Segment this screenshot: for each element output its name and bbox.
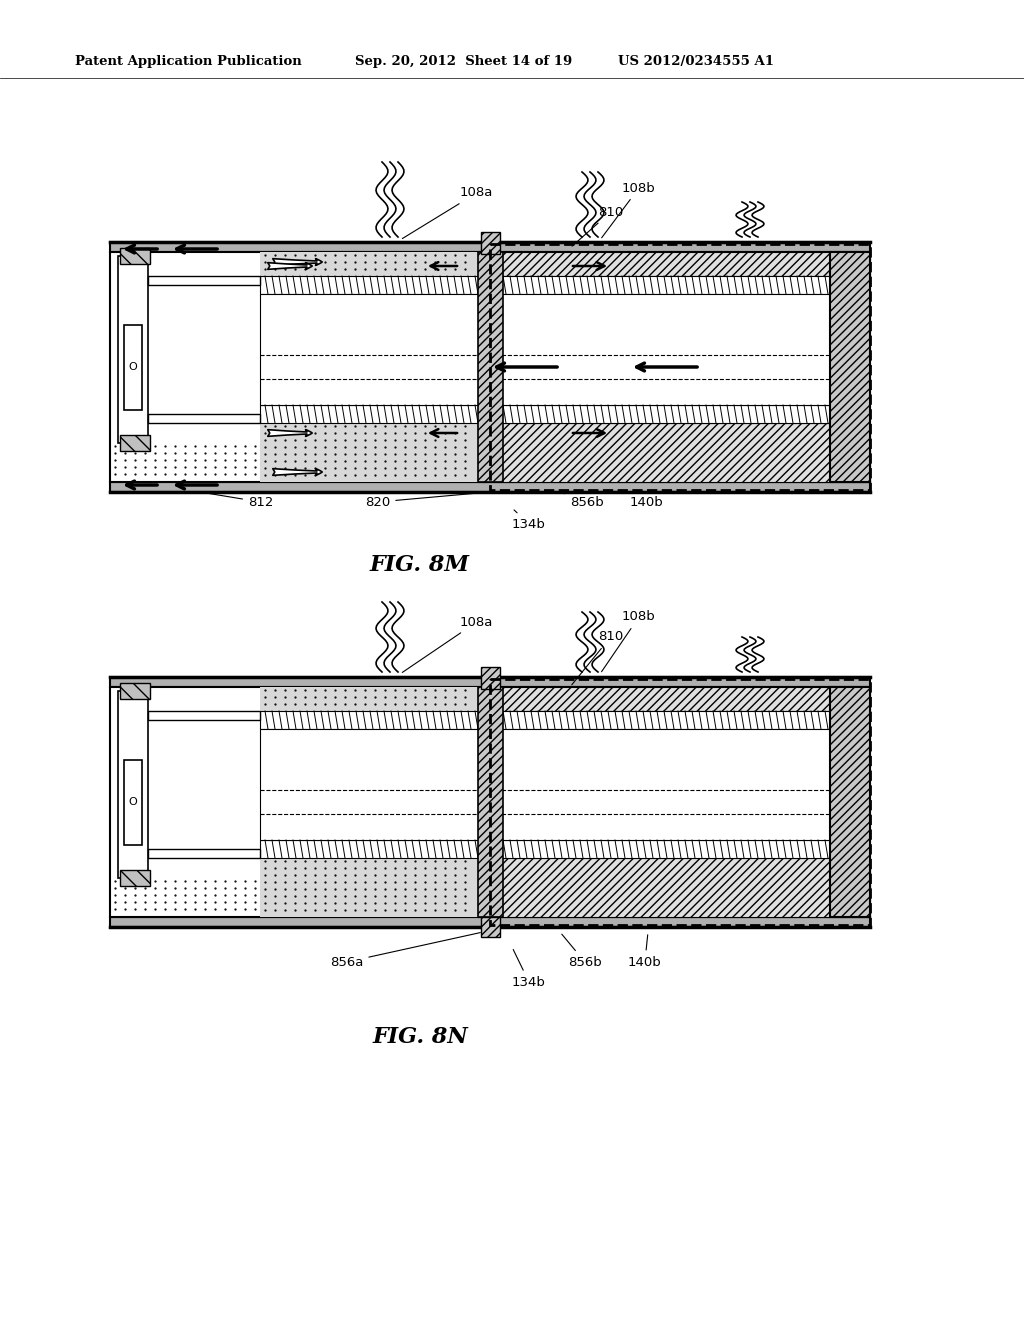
Bar	[830, 252, 870, 482]
Bar	[481, 917, 500, 937]
Bar	[110, 917, 870, 927]
Bar	[148, 276, 260, 285]
Text: US 2012/0234555 A1: US 2012/0234555 A1	[618, 55, 774, 69]
Text: 140b: 140b	[630, 492, 664, 508]
Bar	[260, 858, 478, 917]
Bar	[120, 870, 150, 886]
Bar	[110, 677, 870, 686]
Bar	[490, 244, 870, 490]
Bar	[478, 252, 870, 276]
Bar	[110, 686, 870, 917]
Text: 134b: 134b	[512, 949, 546, 989]
Bar	[120, 248, 150, 264]
Text: 856b: 856b	[562, 935, 602, 969]
Bar	[260, 294, 830, 405]
Bar	[478, 252, 503, 482]
Text: 810: 810	[572, 206, 624, 246]
Bar	[148, 414, 260, 422]
Bar	[478, 686, 870, 711]
Bar	[110, 242, 870, 252]
Bar	[125, 256, 147, 444]
Bar	[118, 256, 148, 444]
Bar	[260, 252, 478, 276]
Bar	[481, 667, 500, 689]
Bar	[260, 276, 830, 294]
Text: Patent Application Publication: Patent Application Publication	[75, 55, 302, 69]
Text: 856b: 856b	[562, 492, 604, 508]
Bar	[260, 686, 478, 711]
Text: FIG. 8N: FIG. 8N	[372, 1026, 468, 1048]
Bar	[260, 840, 830, 858]
Text: O: O	[129, 797, 137, 807]
Bar	[125, 690, 147, 878]
Bar	[490, 678, 870, 925]
Text: O: O	[129, 362, 137, 372]
Text: 820: 820	[365, 492, 487, 508]
Bar	[478, 686, 503, 917]
Bar	[120, 436, 150, 451]
Bar	[120, 682, 150, 700]
Text: 134b: 134b	[512, 510, 546, 531]
Text: 810: 810	[571, 631, 624, 685]
Bar	[124, 760, 142, 845]
Text: 108a: 108a	[402, 615, 494, 672]
Bar	[124, 325, 142, 411]
Bar	[118, 690, 148, 878]
Bar	[260, 405, 830, 422]
Bar	[110, 252, 870, 482]
Bar	[260, 711, 830, 729]
Text: 108a: 108a	[402, 186, 494, 239]
Bar	[148, 711, 260, 719]
Bar	[148, 849, 260, 858]
Text: 812: 812	[203, 492, 273, 508]
Bar	[260, 422, 478, 482]
Text: FIG. 8M: FIG. 8M	[370, 554, 470, 576]
Text: 140b: 140b	[628, 935, 662, 969]
Bar	[830, 686, 870, 917]
Bar	[481, 232, 500, 253]
Text: Sep. 20, 2012  Sheet 14 of 19: Sep. 20, 2012 Sheet 14 of 19	[355, 55, 572, 69]
Text: 108b: 108b	[602, 181, 655, 238]
Bar	[260, 729, 830, 840]
Text: 856a: 856a	[330, 933, 480, 969]
Text: 108b: 108b	[601, 610, 655, 672]
Bar	[478, 858, 870, 917]
Bar	[110, 482, 870, 492]
Bar	[478, 422, 870, 482]
